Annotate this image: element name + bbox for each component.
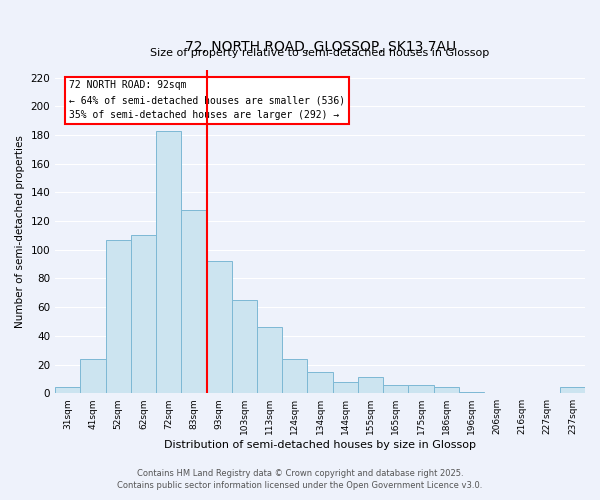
Bar xyxy=(434,388,459,393)
Y-axis label: Number of semi-detached properties: Number of semi-detached properties xyxy=(15,136,25,328)
Text: 72 NORTH ROAD: 92sqm
← 64% of semi-detached houses are smaller (536)
35% of semi: 72 NORTH ROAD: 92sqm ← 64% of semi-detac… xyxy=(69,80,345,120)
Bar xyxy=(131,236,156,393)
Title: 72, NORTH ROAD, GLOSSOP, SK13 7AU: 72, NORTH ROAD, GLOSSOP, SK13 7AU xyxy=(185,40,455,54)
Bar xyxy=(206,261,232,393)
Bar xyxy=(181,210,206,393)
X-axis label: Distribution of semi-detached houses by size in Glossop: Distribution of semi-detached houses by … xyxy=(164,440,476,450)
Text: Contains HM Land Registry data © Crown copyright and database right 2025.
Contai: Contains HM Land Registry data © Crown c… xyxy=(118,468,482,490)
Bar xyxy=(560,388,585,393)
Bar xyxy=(232,300,257,393)
Bar xyxy=(55,388,80,393)
Bar xyxy=(307,372,332,393)
Bar xyxy=(332,382,358,393)
Bar xyxy=(156,130,181,393)
Bar xyxy=(459,392,484,393)
Bar xyxy=(257,327,282,393)
Bar xyxy=(383,384,409,393)
Bar xyxy=(80,359,106,393)
Bar xyxy=(409,384,434,393)
Text: Size of property relative to semi-detached houses in Glossop: Size of property relative to semi-detach… xyxy=(151,48,490,58)
Bar xyxy=(106,240,131,393)
Bar xyxy=(282,359,307,393)
Bar xyxy=(358,378,383,393)
